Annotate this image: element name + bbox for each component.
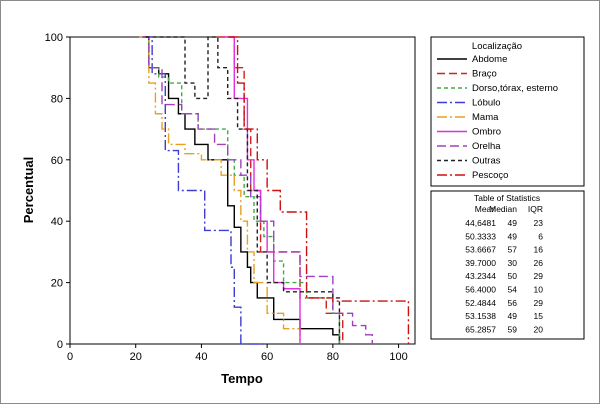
legend-label: Abdome (472, 54, 507, 65)
legend-label: Braço (472, 69, 497, 80)
legend-label: Lóbulo (472, 98, 501, 109)
x-tick-label: 40 (195, 351, 207, 363)
x-tick-label: 100 (389, 351, 407, 363)
stats-cell: 29 (534, 271, 544, 281)
stats-cell: 52.4844 (465, 298, 496, 308)
stats-cell: 26 (534, 258, 544, 268)
stats-cell: 30 (508, 258, 518, 268)
stats-cell: 10 (534, 285, 544, 295)
stats-cell: 44,6481 (465, 218, 496, 228)
series-line-4 (142, 36, 268, 345)
stats-table-box (430, 190, 585, 340)
x-tick-label: 80 (327, 351, 339, 363)
legend-label: Dorso,tórax, esterno (472, 83, 558, 94)
stats-cell: 20 (534, 324, 544, 334)
x-tick-label: 0 (67, 351, 73, 363)
stats-cell: 16 (534, 245, 544, 255)
stats-cell: 57 (508, 245, 518, 255)
legend-label: Mama (472, 112, 499, 123)
x-axis-label: Tempo (221, 371, 263, 386)
stats-cell: 15 (534, 311, 544, 321)
stats-cell: 65.2857 (465, 324, 496, 334)
stats-header: IQR (528, 204, 543, 214)
stats-cell: 29 (534, 298, 544, 308)
y-tick-label: 100 (45, 32, 63, 44)
stats-cell: 50 (508, 271, 518, 281)
y-axis-label: Percentual (21, 157, 36, 223)
stats-cell: 6 (538, 231, 543, 241)
series-layer (139, 36, 410, 345)
y-tick-label: 20 (51, 278, 63, 290)
stats-cell: 56.4000 (465, 285, 496, 295)
legend-label: Orelha (472, 141, 501, 152)
y-tick-label: 0 (57, 339, 63, 351)
stats-header: Median (489, 204, 517, 214)
stats-cell: 59 (508, 324, 518, 334)
legend-label: Ombro (472, 127, 501, 138)
stats-cell: 54 (508, 285, 518, 295)
axes-layer: 0 20 40 60 80 100 0 20 40 60 80 100 (45, 32, 408, 363)
stats-cell: 53.6667 (465, 245, 496, 255)
legend-entries: Abdome Braço Dorso,tórax, esterno Lóbulo Mam… (437, 54, 558, 181)
y-tick-label: 80 (51, 93, 63, 105)
series-line-5 (139, 36, 301, 344)
stats-header: Mean (475, 204, 497, 214)
legend-box (430, 36, 585, 187)
stats-cell: 23 (534, 218, 544, 228)
stats-table-title: Table of Statistics (474, 193, 540, 203)
plot-area (69, 36, 416, 345)
x-tick-label: 20 (130, 351, 142, 363)
stats-cell: 56 (508, 298, 518, 308)
stats-cell: 43.2344 (465, 271, 496, 281)
stats-cell: 53.1538 (465, 311, 496, 321)
legend-title: Localização (472, 41, 522, 52)
legend-label: Pescoço (472, 170, 508, 181)
series-line-1 (142, 36, 341, 344)
x-tick-label: 60 (261, 351, 273, 363)
stats-cell: 49 (508, 218, 518, 228)
stats-cell: 49 (508, 231, 518, 241)
series-line-9 (227, 36, 410, 344)
legend-label: Outras (472, 156, 501, 167)
stats-cell: 50.3333 (465, 231, 496, 241)
y-tick-label: 40 (51, 216, 63, 228)
stats-cell: 49 (508, 311, 518, 321)
y-tick-label: 60 (51, 155, 63, 167)
series-line-7 (142, 36, 373, 344)
stats-cell: 39.7000 (465, 258, 496, 268)
series-line-8 (145, 36, 341, 344)
